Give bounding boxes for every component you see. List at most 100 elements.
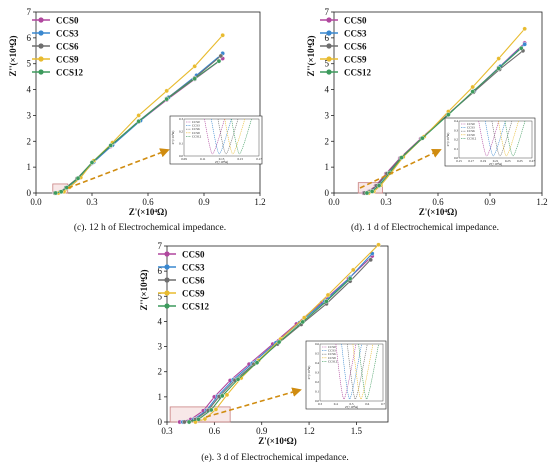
- legend-marker-ccs0: [38, 17, 44, 23]
- inset-legend-label: CCS9: [328, 356, 336, 360]
- inset-curve-ccs6: [491, 120, 513, 157]
- inset-curve-ccs12: [358, 343, 379, 400]
- x-tick-label: 0.6: [142, 197, 154, 207]
- legend-label-ccs12: CCS12: [56, 68, 84, 78]
- inset-legend-label: CCS6: [467, 129, 475, 133]
- inset-y-tick-label: 0.1: [454, 147, 458, 151]
- legend-label-ccs6: CCS6: [344, 42, 367, 52]
- inset-y-tick-label: 0.2: [454, 138, 458, 142]
- inset-x-axis-label: Z'(×10⁴Ω): [345, 405, 358, 409]
- y-tick-label: 1: [158, 392, 163, 402]
- inset-x-tick-label: 0.27: [529, 159, 535, 163]
- y-tick-label: 7: [27, 7, 32, 17]
- y-tick-label: 6: [27, 33, 32, 43]
- inset-x-tick-label: 0.21: [493, 159, 499, 163]
- inset-curve-ccs9: [352, 343, 374, 400]
- y-tick-label: 5: [158, 291, 163, 301]
- inset-y-tick-label: 0.5: [315, 352, 319, 356]
- legend-label-ccs0: CCS0: [344, 16, 367, 26]
- inset-x-tick-label: 0.13: [219, 157, 225, 161]
- y-axis-label: Z''(×10⁴Ω): [139, 269, 149, 310]
- y-tick-label: 1: [27, 162, 32, 172]
- x-tick-label: 0.9: [256, 426, 268, 436]
- x-axis-label: Z'(×10⁴Ω): [129, 207, 168, 217]
- legend-marker-ccs3: [38, 30, 44, 36]
- legend-label-ccs3: CCS3: [344, 29, 367, 39]
- data-point-ccs12: [446, 112, 451, 117]
- data-point-ccs12: [376, 183, 382, 188]
- data-point-ccs12: [235, 376, 241, 382]
- legend-label-ccs12: CCS12: [182, 302, 210, 312]
- inset-y-tick-label: 0.1: [315, 390, 319, 394]
- zoom-arrow: [205, 387, 302, 418]
- x-tick-label: 1.5: [351, 426, 363, 436]
- x-tick-label: 0.6: [432, 197, 444, 207]
- x-tick-label: 0.9: [484, 197, 496, 207]
- inset-y-tick-label: 0.1: [179, 142, 183, 146]
- y-tick-label: 4: [27, 85, 32, 95]
- plot-frame: [35, 11, 261, 194]
- data-point-ccs12: [136, 119, 141, 124]
- inset-x-tick-label: 0.25: [517, 159, 523, 163]
- legend-marker-ccs6: [164, 277, 170, 283]
- data-point-ccs9: [522, 26, 527, 32]
- data-point-ccs12: [219, 393, 225, 399]
- y-tick-label: 0: [325, 188, 330, 198]
- inset-y-tick-label: 0.4: [315, 361, 319, 365]
- legend-label-ccs6: CCS6: [56, 42, 79, 52]
- data-point-ccs9: [136, 113, 141, 118]
- y-tick-label: 7: [158, 241, 163, 251]
- inset-legend-label: CCS0: [192, 120, 200, 124]
- data-point-ccs9: [224, 392, 230, 398]
- y-tick-label: 3: [27, 110, 32, 120]
- inset-plot: 0.3 0.4 0.5 0.6 0.7 0.0 0.1 0.2 0.3 0.4 0.5 0.6 Z'(×…: [305, 340, 387, 410]
- inset-x-tick-label: 0.23: [505, 159, 511, 163]
- chart-12h: (c). 12 h of Electrochemical impedance. …: [8, 7, 266, 233]
- data-point-ccs9: [376, 242, 381, 248]
- inset-curve-ccs3: [211, 118, 232, 155]
- legend-label-ccs9: CCS9: [344, 55, 367, 65]
- y-tick-label: 2: [325, 136, 330, 146]
- inset-legend-label: CCS9: [192, 131, 200, 135]
- inset-y-tick-label: 0.3: [454, 128, 458, 132]
- inset-curve-ccs12: [504, 120, 526, 157]
- legend-marker-ccs3: [326, 30, 332, 36]
- data-point-ccs3: [522, 42, 527, 47]
- inset-x-tick-label: 0.15: [237, 157, 243, 161]
- inset-y-axis-label: Z''(×10⁴Ω): [171, 131, 175, 145]
- chart-1d: (d). 1 d of Electrochemical impedance. 0…: [306, 7, 548, 233]
- inset-y-axis-label: Z''(×10⁴Ω): [307, 366, 311, 380]
- data-point-ccs9: [213, 407, 219, 412]
- inset-x-tick-label: 0.5: [350, 402, 354, 406]
- inset-legend-label: CCS0: [328, 345, 336, 349]
- inset-curve-ccs9: [224, 118, 246, 155]
- inset-x-tick-label: 0.7: [381, 402, 385, 406]
- series-line-ccs12: [55, 60, 220, 194]
- y-tick-label: 4: [325, 85, 330, 95]
- inset-curve-ccs6: [347, 343, 368, 400]
- data-point-ccs9: [496, 56, 501, 61]
- legend-marker-ccs0: [326, 17, 332, 23]
- data-point-ccs12: [399, 155, 404, 160]
- data-point-ccs12: [496, 66, 501, 71]
- legend-label-ccs9: CCS9: [182, 289, 205, 299]
- x-tick-label: 0.3: [380, 197, 392, 207]
- inset-legend-label: CCS3: [467, 126, 475, 130]
- x-tick-label: 0.3: [161, 426, 173, 436]
- y-tick-label: 2: [158, 367, 163, 377]
- zoom-arrow: [67, 148, 170, 189]
- series-line-ccs12: [188, 278, 351, 423]
- inset-x-tick-label: 0.3: [318, 402, 322, 406]
- inset-plot: 0.15 0.17 0.19 0.21 0.23 0.25 0.27 0.0 0.1 0.2 0.3…: [444, 117, 536, 167]
- data-point-ccs12: [164, 96, 169, 102]
- y-tick-label: 0: [27, 188, 32, 198]
- legend-label-ccs0: CCS0: [56, 16, 79, 26]
- y-tick-label: 1: [325, 162, 330, 172]
- inset-y-axis-label: Z''(×10⁴Ω): [446, 133, 450, 147]
- inset-y-tick-label: 0.6: [315, 342, 319, 346]
- inset-legend-label: CCS0: [467, 122, 475, 126]
- legend-label-ccs3: CCS3: [182, 263, 205, 273]
- inset-x-tick-label: 0.4: [334, 402, 338, 406]
- data-point-ccs12: [276, 339, 282, 345]
- inset-y-tick-label: 0.3: [179, 117, 183, 121]
